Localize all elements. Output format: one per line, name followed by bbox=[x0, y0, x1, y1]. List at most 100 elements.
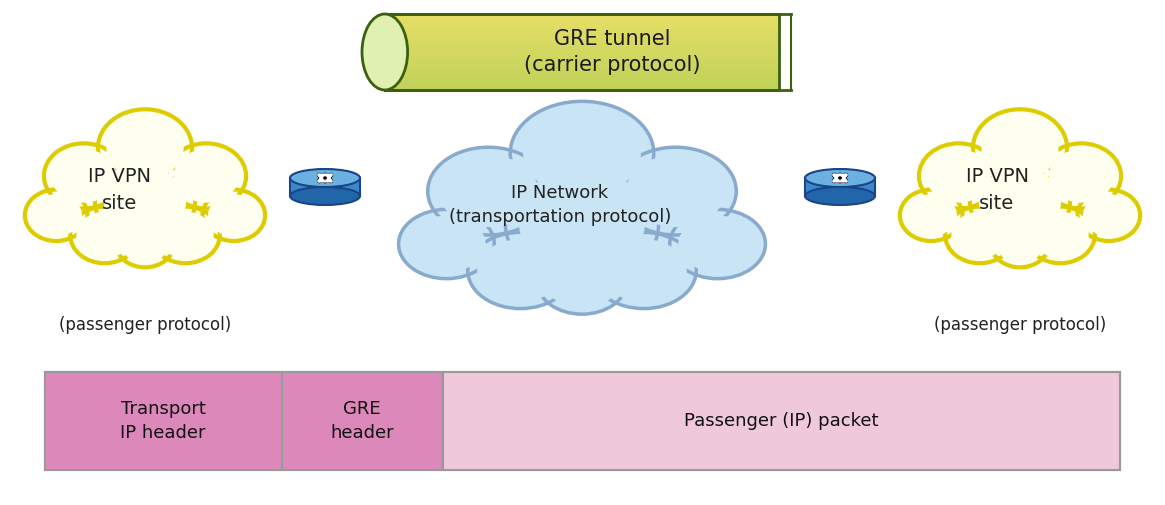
Bar bbox=[384, 72, 779, 76]
Bar bbox=[282, 372, 443, 470]
Ellipse shape bbox=[600, 239, 687, 301]
Ellipse shape bbox=[969, 160, 1071, 242]
Ellipse shape bbox=[44, 143, 123, 209]
Bar bbox=[384, 14, 779, 18]
Ellipse shape bbox=[990, 219, 1050, 267]
Ellipse shape bbox=[209, 194, 260, 236]
Bar bbox=[384, 22, 779, 25]
Bar bbox=[384, 29, 779, 33]
Bar bbox=[384, 77, 779, 81]
Ellipse shape bbox=[1042, 143, 1121, 209]
Bar bbox=[384, 27, 779, 30]
Bar bbox=[384, 57, 779, 61]
Ellipse shape bbox=[670, 210, 765, 279]
Ellipse shape bbox=[1026, 207, 1095, 263]
Bar bbox=[384, 80, 779, 83]
Bar bbox=[384, 37, 779, 40]
Ellipse shape bbox=[905, 194, 956, 236]
Bar bbox=[290, 176, 360, 198]
Ellipse shape bbox=[398, 210, 494, 279]
Ellipse shape bbox=[1048, 149, 1114, 203]
Ellipse shape bbox=[467, 232, 573, 309]
Bar bbox=[384, 70, 779, 73]
Ellipse shape bbox=[996, 224, 1044, 263]
Bar bbox=[384, 47, 779, 50]
Ellipse shape bbox=[51, 149, 116, 203]
Ellipse shape bbox=[919, 143, 998, 209]
Bar bbox=[384, 14, 779, 90]
Ellipse shape bbox=[1078, 189, 1141, 241]
Bar bbox=[384, 55, 779, 58]
Ellipse shape bbox=[174, 149, 239, 203]
Ellipse shape bbox=[439, 155, 538, 227]
Ellipse shape bbox=[94, 160, 196, 242]
Bar bbox=[384, 85, 779, 88]
Ellipse shape bbox=[945, 207, 1014, 263]
Ellipse shape bbox=[30, 194, 82, 236]
Ellipse shape bbox=[506, 170, 658, 281]
Ellipse shape bbox=[981, 116, 1059, 180]
Ellipse shape bbox=[428, 147, 549, 235]
Bar bbox=[384, 87, 779, 91]
Ellipse shape bbox=[615, 147, 736, 235]
Text: GRE tunnel
(carrier protocol): GRE tunnel (carrier protocol) bbox=[524, 29, 700, 75]
Ellipse shape bbox=[678, 216, 757, 272]
Ellipse shape bbox=[805, 169, 875, 187]
Ellipse shape bbox=[537, 249, 627, 314]
Text: (passenger protocol): (passenger protocol) bbox=[59, 316, 231, 334]
Ellipse shape bbox=[1083, 194, 1135, 236]
Ellipse shape bbox=[979, 168, 1061, 235]
Bar bbox=[384, 60, 779, 63]
Ellipse shape bbox=[545, 256, 619, 309]
Text: IP VPN
site: IP VPN site bbox=[89, 167, 151, 213]
Ellipse shape bbox=[520, 180, 644, 271]
Ellipse shape bbox=[115, 219, 175, 267]
Ellipse shape bbox=[523, 111, 641, 196]
Ellipse shape bbox=[899, 189, 962, 241]
Ellipse shape bbox=[70, 207, 139, 263]
Bar bbox=[384, 52, 779, 56]
Ellipse shape bbox=[290, 169, 360, 187]
Ellipse shape bbox=[121, 224, 169, 263]
Text: (passenger protocol): (passenger protocol) bbox=[934, 316, 1106, 334]
Ellipse shape bbox=[478, 239, 564, 301]
Ellipse shape bbox=[167, 143, 246, 209]
Text: IP Network
(transportation protocol): IP Network (transportation protocol) bbox=[449, 183, 671, 227]
Bar bbox=[384, 62, 779, 66]
Ellipse shape bbox=[362, 14, 408, 90]
Bar bbox=[384, 75, 779, 78]
Ellipse shape bbox=[510, 102, 654, 205]
Ellipse shape bbox=[1032, 212, 1088, 258]
Ellipse shape bbox=[952, 212, 1008, 258]
Bar bbox=[45, 372, 282, 470]
Ellipse shape bbox=[104, 168, 186, 235]
Bar bbox=[384, 39, 779, 43]
Ellipse shape bbox=[926, 149, 991, 203]
Text: Transport
IP header: Transport IP header bbox=[120, 399, 206, 442]
Ellipse shape bbox=[203, 189, 266, 241]
Bar bbox=[45, 372, 1120, 470]
Ellipse shape bbox=[77, 212, 133, 258]
Bar bbox=[805, 176, 875, 198]
Ellipse shape bbox=[408, 216, 486, 272]
Ellipse shape bbox=[151, 207, 220, 263]
Ellipse shape bbox=[805, 187, 875, 205]
Ellipse shape bbox=[290, 187, 360, 205]
Bar bbox=[384, 24, 779, 28]
Bar bbox=[384, 19, 779, 23]
Ellipse shape bbox=[591, 232, 697, 309]
Bar bbox=[443, 372, 1120, 470]
Bar bbox=[384, 42, 779, 45]
Ellipse shape bbox=[24, 189, 87, 241]
Bar bbox=[384, 67, 779, 71]
Text: GRE
header: GRE header bbox=[331, 399, 394, 442]
Bar bbox=[384, 17, 779, 20]
Text: IP VPN
site: IP VPN site bbox=[966, 167, 1029, 213]
Bar bbox=[384, 34, 779, 38]
Bar bbox=[384, 82, 779, 86]
Ellipse shape bbox=[106, 116, 184, 180]
Text: Passenger (IP) packet: Passenger (IP) packet bbox=[684, 412, 878, 430]
Ellipse shape bbox=[973, 109, 1067, 186]
Ellipse shape bbox=[626, 155, 726, 227]
Bar bbox=[384, 65, 779, 68]
